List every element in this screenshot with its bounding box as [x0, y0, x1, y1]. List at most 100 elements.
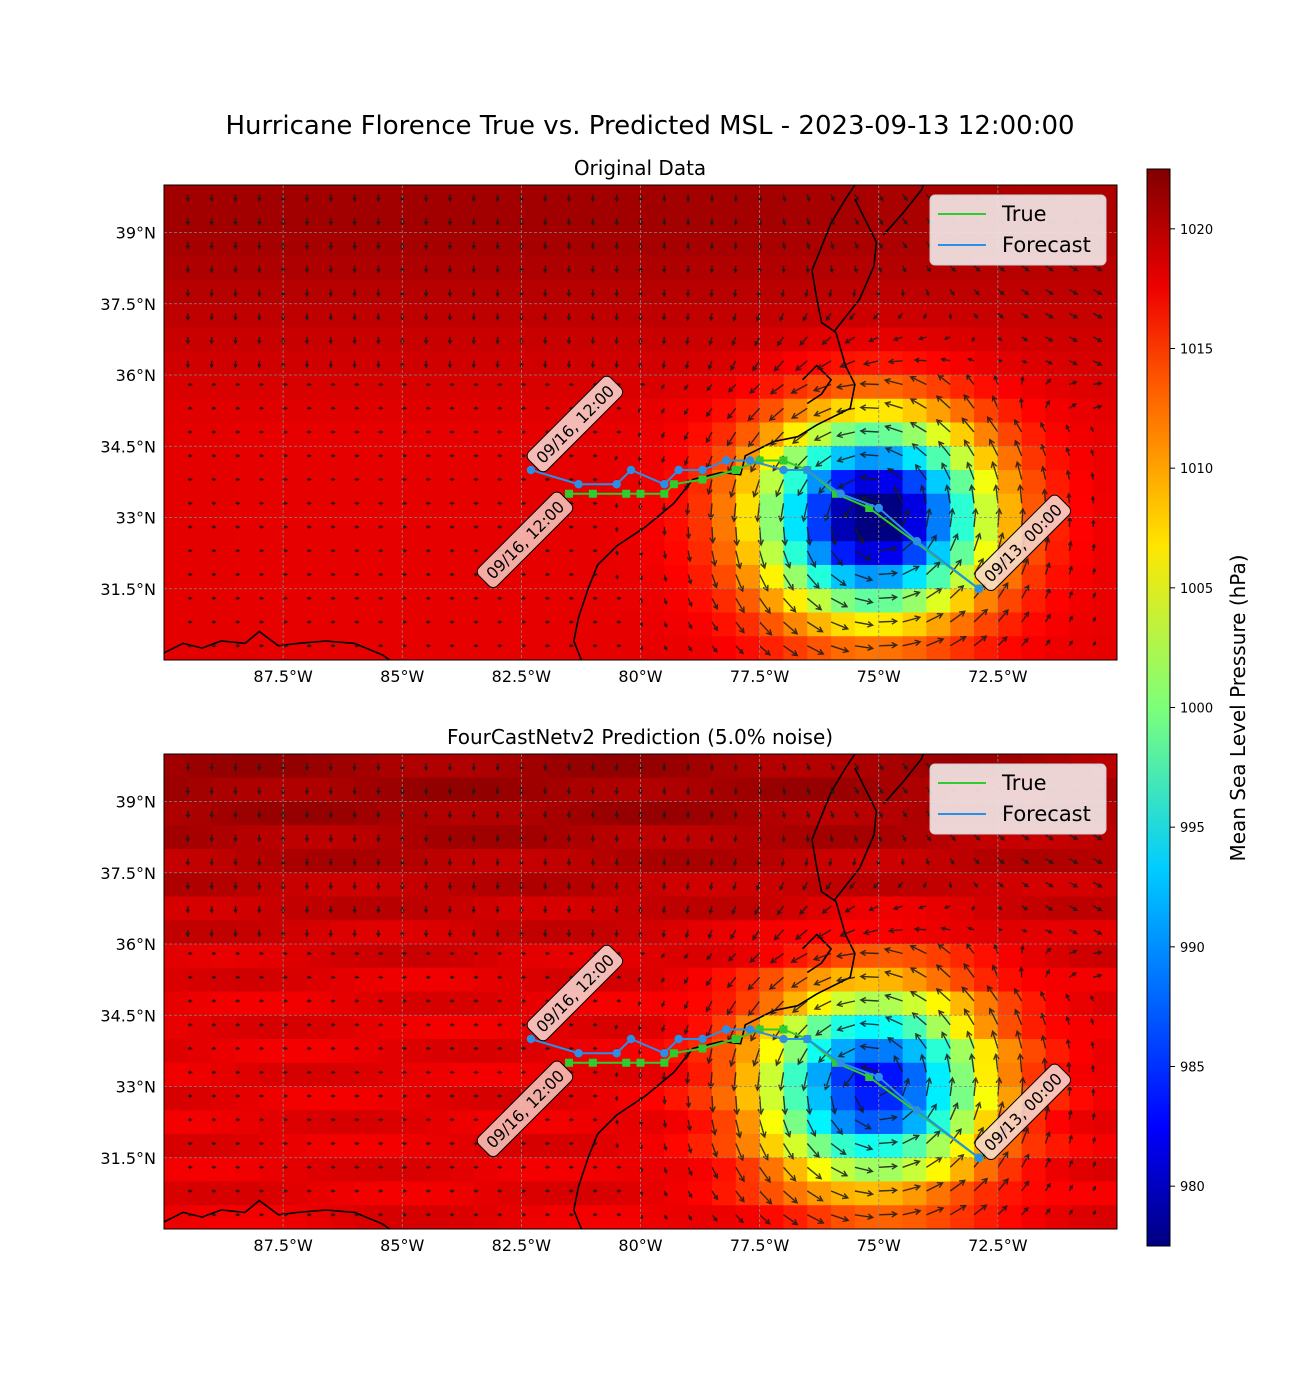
wind-arrow [471, 811, 476, 819]
wind-arrow [1090, 1017, 1095, 1025]
pressure-cell [640, 398, 665, 424]
pressure-cell [592, 327, 618, 352]
pressure-cell [926, 517, 951, 542]
pressure-cell [1045, 1134, 1070, 1159]
wind-arrow [423, 242, 429, 250]
pressure-cell [402, 1205, 427, 1229]
pressure-cell [664, 1110, 689, 1135]
pressure-cell [592, 1062, 618, 1088]
pressure-cell [616, 636, 642, 660]
pressure-cell [259, 327, 284, 352]
wind-arrow [187, 430, 193, 434]
wind-arrow [806, 763, 811, 772]
wind-arrow [755, 882, 761, 891]
wind-arrow [447, 787, 453, 795]
wind-arrow [949, 610, 966, 623]
wind-arrow [782, 787, 787, 795]
wind-arrow [828, 289, 833, 298]
track-point-true [779, 1025, 788, 1034]
wind-arrow [211, 975, 217, 980]
wind-arrow [615, 1119, 619, 1126]
pressure-cell [664, 185, 689, 210]
wind-arrow [1068, 1209, 1074, 1216]
wind-arrow [878, 570, 899, 577]
wind-arrow [592, 1117, 598, 1122]
wind-arrow [423, 265, 429, 274]
pressure-cell [616, 612, 642, 637]
wind-arrow [661, 503, 667, 513]
wind-arrow [759, 597, 771, 615]
pressure-cell [1021, 398, 1047, 424]
wind-arrow [545, 382, 551, 387]
wind-arrow [209, 360, 214, 369]
pressure-cell [616, 1062, 642, 1088]
pressure-cell [426, 256, 451, 281]
wind-arrow [328, 313, 334, 321]
wind-arrow [991, 964, 999, 978]
wind-arrow [711, 574, 719, 589]
pressure-cell [711, 588, 737, 614]
pressure-cell [449, 754, 475, 779]
wind-arrow [471, 360, 476, 369]
pressure-cell [569, 1015, 594, 1040]
wind-arrow [566, 313, 572, 321]
pressure-cell [378, 1157, 403, 1183]
wind-arrow [521, 951, 527, 956]
wind-arrow [780, 289, 786, 298]
wind-arrow [684, 1072, 691, 1085]
pressure-cell [688, 872, 713, 898]
wind-arrow [662, 1095, 667, 1105]
pressure-cell [1021, 1157, 1047, 1183]
wind-arrow [662, 265, 667, 274]
wind-arrow [935, 964, 951, 978]
wind-arrow [283, 1070, 289, 1075]
wind-arrow [709, 194, 715, 203]
wind-arrow [235, 1117, 241, 1122]
wind-arrow [211, 501, 217, 506]
wind-arrow [852, 858, 857, 867]
wind-arrow [735, 1214, 744, 1224]
pressure-cell [426, 944, 451, 969]
wind-arrow [187, 1046, 193, 1051]
wind-arrow [805, 810, 811, 819]
pressure-cell [545, 1134, 570, 1159]
wind-arrow [590, 289, 596, 298]
pressure-cell [211, 493, 237, 519]
wind-arrow [614, 289, 619, 298]
wind-arrow [235, 572, 241, 577]
pressure-cell [259, 446, 284, 471]
wind-arrow [354, 406, 360, 411]
pressure-cell [783, 1157, 808, 1183]
pressure-cell [187, 470, 213, 495]
pressure-cell [902, 1110, 927, 1135]
pressure-cell [640, 422, 665, 447]
wind-arrow [781, 241, 787, 250]
wind-arrow [521, 1141, 527, 1146]
pressure-cell [664, 565, 689, 590]
wind-arrow [497, 501, 503, 506]
wind-arrow [830, 550, 844, 567]
pressure-cell [711, 1181, 737, 1206]
pressure-cell [1021, 1039, 1047, 1064]
wind-arrow [330, 1165, 336, 1170]
wind-arrow [640, 951, 646, 956]
wind-arrow [914, 463, 927, 480]
pressure-cell [354, 1015, 380, 1040]
wind-arrow [752, 929, 761, 941]
pressure-cell [545, 1110, 570, 1135]
wind-arrow [1090, 448, 1095, 456]
wind-arrow [884, 993, 903, 1002]
pressure-cell [521, 896, 546, 921]
pressure-cell [283, 944, 308, 969]
pressure-cell [378, 1086, 403, 1111]
wind-arrow [1044, 536, 1051, 551]
wind-arrow [836, 1024, 856, 1032]
wind-arrow [1068, 929, 1078, 935]
pressure-cell [997, 612, 1023, 637]
wind-arrow [376, 360, 381, 369]
pressure-cell [545, 754, 570, 779]
wind-arrow [592, 1141, 598, 1146]
wind-arrow [235, 1022, 241, 1027]
pressure-cell [616, 1181, 642, 1206]
wind-arrow [569, 382, 575, 387]
